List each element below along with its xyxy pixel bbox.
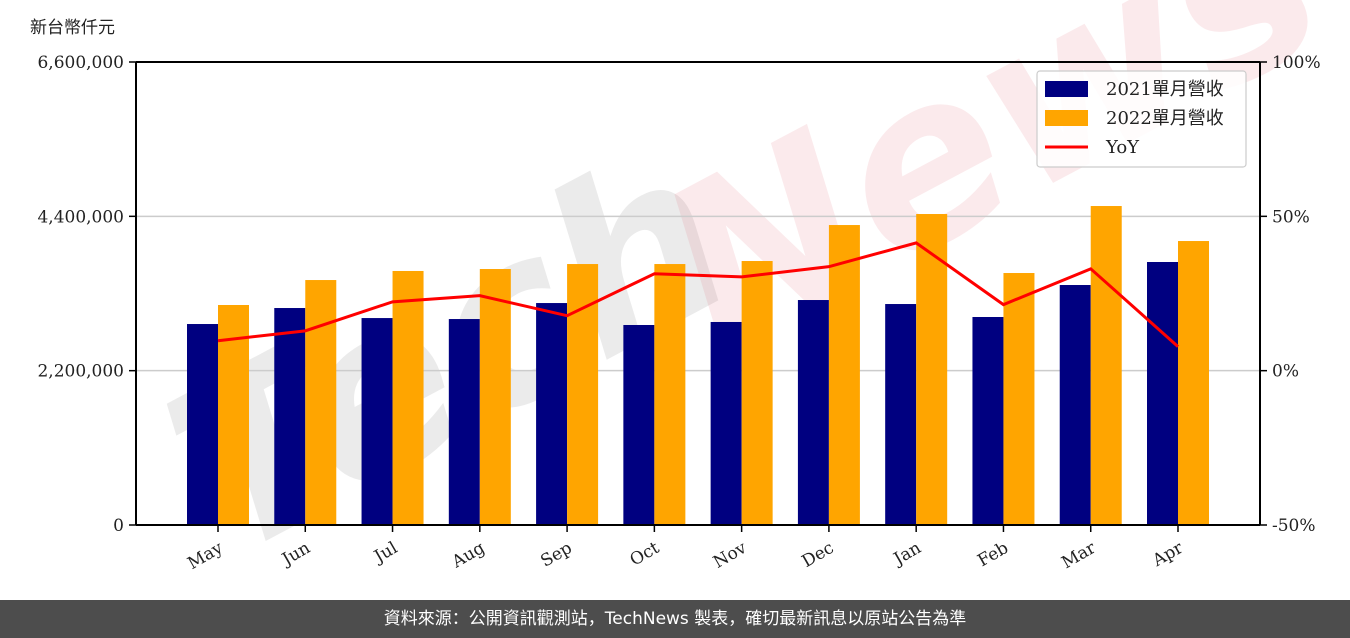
legend-label: YoY (1105, 137, 1140, 158)
legend: 2021單月營收 2022單月營收 YoY (1036, 70, 1247, 168)
legend-label: 2021單月營收 (1106, 79, 1224, 100)
bar-2021 (797, 300, 829, 525)
bar-2022 (741, 261, 773, 525)
y-axis-unit-label: 新台幣仟元 (30, 18, 115, 38)
bar-2022 (1090, 206, 1122, 525)
y-tick-label: 6,600,000 (37, 53, 124, 73)
bar-2021 (361, 318, 393, 525)
x-tick-label: Dec (799, 538, 838, 572)
x-tick-label: Apr (1149, 538, 1188, 572)
bar-series (187, 206, 1209, 526)
legend-box (1036, 70, 1247, 168)
x-tick-label: Mar (1058, 538, 1100, 574)
bar-2022 (916, 214, 948, 526)
legend-swatch (1045, 110, 1088, 126)
bar-2021 (885, 304, 917, 525)
y-tick-label: 0 (113, 516, 124, 536)
bar-2021 (1147, 262, 1178, 525)
x-tick-label: Sep (537, 538, 575, 572)
bar-2021 (536, 303, 568, 525)
source-footer: 資料來源：公開資訊觀測站，TechNews 製表，確切最新訊息以原站公告為準 (0, 600, 1350, 638)
x-tick-label: Jan (889, 538, 925, 570)
x-tick-label: Oct (627, 538, 663, 571)
yoy-polyline (217, 241, 1179, 348)
bar-2022 (305, 280, 337, 525)
y-tick-label: 2,200,000 (37, 362, 124, 382)
bar-2022 (392, 270, 424, 525)
bar-2021 (187, 324, 218, 525)
bar-2022 (479, 269, 511, 525)
legend-label: 2022單月營收 (1106, 108, 1224, 129)
y2-tick-label: 50% (1272, 207, 1310, 227)
yoy-line (217, 241, 1179, 348)
bar-2021 (623, 324, 655, 525)
bar-2022 (218, 305, 249, 525)
bar-2021 (274, 308, 306, 525)
bar-2021 (448, 319, 480, 525)
bar-2021 (972, 317, 1004, 525)
bar-2021 (710, 321, 742, 525)
y2-tick-label: -50% (1272, 516, 1316, 536)
bar-2022 (1178, 241, 1209, 525)
revenue-chart: Tech News 02,200,0004,400,0006,600,000-5… (30, 0, 1350, 600)
y2-tick-label: 0% (1272, 362, 1299, 382)
x-tick-label: Aug (448, 538, 489, 573)
x-tick-label: Feb (974, 538, 1012, 571)
bar-2022 (654, 264, 686, 525)
legend-swatch (1045, 81, 1088, 97)
bar-2022 (1003, 273, 1035, 525)
bar-2021 (1059, 285, 1091, 525)
y-tick-label: 4,400,000 (37, 207, 124, 227)
x-tick-label: Nov (710, 538, 750, 573)
bar-2022 (828, 225, 860, 526)
y2-tick-label: 100% (1272, 53, 1321, 73)
